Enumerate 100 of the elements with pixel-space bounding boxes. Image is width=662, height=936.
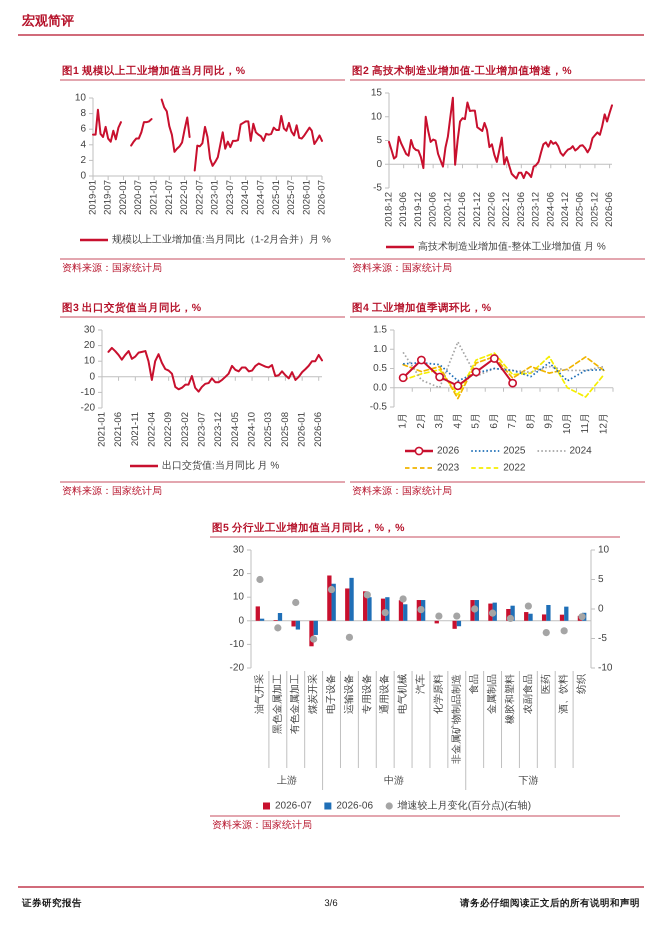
y-tick-label: 10 xyxy=(84,356,96,367)
point xyxy=(506,614,514,622)
x-tick-label: 2022-09 xyxy=(163,412,174,447)
point xyxy=(471,605,478,613)
x-tick-label: 汽车 xyxy=(414,674,426,694)
text: 资料来源：国家统计局 xyxy=(62,262,162,274)
point xyxy=(453,381,462,390)
y-tick-label: 2 xyxy=(80,154,86,166)
line-series xyxy=(402,341,605,389)
x-tick-label: 电子设备 xyxy=(325,674,338,714)
text: 下游 xyxy=(518,774,538,786)
x-tick-label: 2025-08 xyxy=(280,412,291,447)
x-tick-label: 2024-07 xyxy=(255,180,266,215)
x-tick-label: 医药 xyxy=(540,674,552,694)
point xyxy=(346,634,354,641)
legend-label: 出口交货值:当月同比 月 % xyxy=(162,460,280,472)
y-tick-label: -5 xyxy=(373,182,382,194)
y-tick-label: -10 xyxy=(80,386,96,398)
x-tick-label: 非金属矿物制品制造 xyxy=(450,674,462,764)
point xyxy=(416,356,426,364)
point xyxy=(542,629,550,636)
x-tick-label: 2021-12 xyxy=(472,192,483,227)
x-tick-label: 农副食品 xyxy=(522,674,534,714)
x-tick-label: 2026-07 xyxy=(316,180,328,215)
point xyxy=(292,598,300,606)
bar xyxy=(564,606,568,621)
x-tick-label: 2021-06 xyxy=(457,192,468,227)
x-tick-label: 2019-12 xyxy=(412,192,424,227)
x-tick-label: 2023-12 xyxy=(530,192,542,227)
x-tick-label: 2020-12 xyxy=(442,192,454,227)
legend-label: 2025 xyxy=(503,446,526,456)
point xyxy=(398,373,408,382)
bar xyxy=(278,613,282,621)
y-tick-label: 30 xyxy=(84,324,96,336)
x-tick-label: 9月 xyxy=(544,413,555,429)
x-tick-label: 2月 xyxy=(416,413,427,429)
bar xyxy=(528,614,533,621)
point xyxy=(488,610,496,617)
chart-title: 图2 高技术制造业增加值-工业增加值增速，% xyxy=(352,64,572,77)
text: 资料来源：国家统计局 xyxy=(62,485,162,497)
x-tick-label: 2025-03 xyxy=(263,412,274,447)
y2-tick-label: 0 xyxy=(598,604,604,614)
chart-title: 图1 规模以上工业增加值当月同比，% xyxy=(62,64,246,77)
chart-title: 图3 出口交货值当月同比，% xyxy=(62,301,202,314)
y-tick-label: 0.5 xyxy=(373,363,388,374)
x-tick-label: 5月 xyxy=(470,413,482,429)
point xyxy=(435,372,444,382)
bar xyxy=(546,604,551,621)
text: 资料来源：国家统计局 xyxy=(352,262,452,274)
y-tick-label: 10 xyxy=(370,111,382,122)
x-tick-label: 运输设备 xyxy=(342,674,355,714)
y-tick-label: 5 xyxy=(376,135,382,146)
x-tick-label: 11月 xyxy=(580,413,592,434)
point xyxy=(508,378,518,388)
legend-label: 2024 xyxy=(569,446,592,456)
x-tick-label: 2020-01 xyxy=(118,180,130,215)
chart-title: 图5 分行业工业增加值当月同比，%，% xyxy=(212,521,406,534)
x-tick-label: 酒、饮料 xyxy=(558,674,570,714)
point xyxy=(578,613,586,620)
x-tick-label: 2022-04 xyxy=(146,412,158,447)
point xyxy=(256,576,264,584)
bar xyxy=(434,620,439,624)
x-tick-label: 2026-06 xyxy=(604,192,616,227)
x-tick-label: 2020-07 xyxy=(133,180,144,215)
x-tick-label: 2019-06 xyxy=(398,192,410,227)
y-tick-label: 15 xyxy=(370,88,382,98)
x-tick-label: 2023-06 xyxy=(516,192,527,227)
point xyxy=(274,624,282,632)
y-tick-label: 10 xyxy=(232,592,244,603)
y-tick-label: 20 xyxy=(84,340,96,352)
x-tick-label: 纺织 xyxy=(576,674,588,694)
bar xyxy=(452,620,457,629)
y-tick-label: 6 xyxy=(80,124,86,135)
x-tick-label: 2025-12 xyxy=(589,192,600,227)
x-tick-label: 2026-01 xyxy=(296,412,308,447)
x-tick-label: 10月 xyxy=(562,413,573,434)
point xyxy=(417,606,425,614)
x-tick-label: 2023-07 xyxy=(196,412,208,447)
line-series xyxy=(388,96,613,180)
x-tick-label: 2025-07 xyxy=(286,180,297,215)
y-tick-label: 1.5 xyxy=(373,324,388,336)
y-tick-label: 0.0 xyxy=(373,382,388,394)
bar xyxy=(542,614,546,621)
x-tick-label: 2024-06 xyxy=(545,192,556,227)
y2-tick-label: -5 xyxy=(598,633,608,644)
x-tick-label: 2019-01 xyxy=(88,180,98,215)
x-tick-label: 2021-07 xyxy=(164,180,175,215)
x-tick-label: 6月 xyxy=(488,413,500,429)
y-tick-label: 30 xyxy=(232,544,244,556)
x-tick-label: 煤炭开采 xyxy=(307,674,320,714)
x-tick-label: 2025-06 xyxy=(574,192,586,227)
bar xyxy=(403,604,408,621)
y-tick-label: 10 xyxy=(74,92,86,104)
bar xyxy=(256,606,260,621)
x-tick-label: 2022-06 xyxy=(486,192,498,227)
point xyxy=(472,368,481,376)
bar xyxy=(349,578,354,621)
x-tick-label: 通用设备 xyxy=(378,674,391,714)
legend-label: 规模以上工业增加值:当月同比（1-2月合并）月 % xyxy=(112,234,332,246)
text: 资料来源：国家统计局 xyxy=(212,819,312,831)
